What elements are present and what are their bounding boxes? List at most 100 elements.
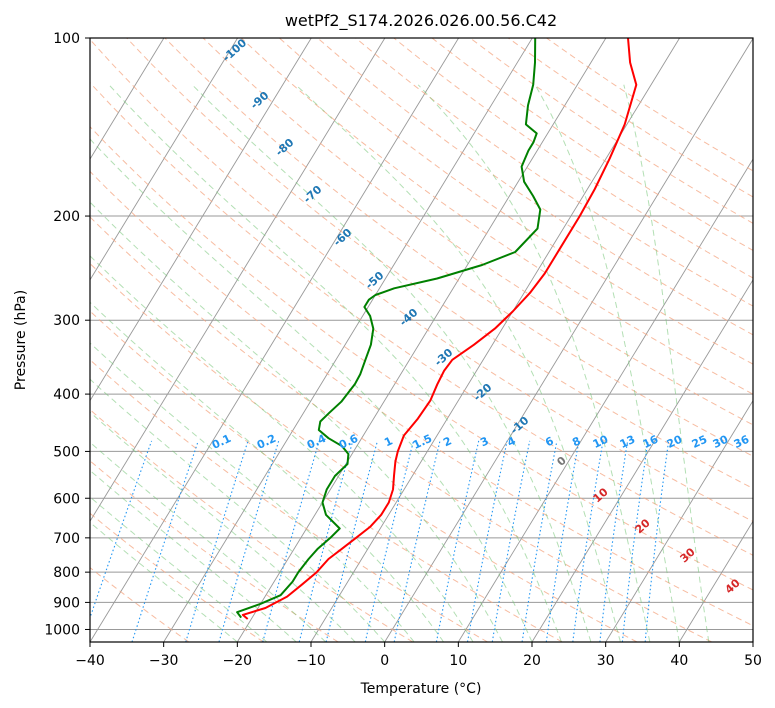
mixing-ratio-label: 0.1: [210, 432, 233, 452]
dry-adiabat-line: [90, 408, 414, 642]
x-tick-label: −20: [223, 653, 253, 669]
mixing-ratio-label: 13: [618, 433, 637, 451]
isotherm-line: [531, 278, 753, 642]
isotherm-line: [90, 38, 238, 281]
dry-adiabat-line: [90, 170, 753, 627]
mixing-ratio-label: 25: [690, 433, 709, 451]
moist-adiabat-line: [90, 301, 444, 642]
mixing-ratio-line: [325, 440, 379, 642]
profile-lines: [236, 38, 638, 620]
y-tick-label: 600: [53, 491, 80, 507]
mixing-ratio-line: [435, 440, 480, 642]
mixing-ratio-label: 10: [591, 433, 611, 451]
mixing-ratio-label: 20: [665, 433, 685, 451]
moist-adiabat-line: [90, 138, 533, 642]
isotherm-line: [236, 38, 607, 642]
y-tick-label: 200: [53, 209, 80, 225]
x-tick-label: 50: [744, 653, 762, 669]
dry-adiabat-label: -100: [220, 36, 249, 64]
dry-adiabat-label: -80: [273, 136, 297, 159]
mixing-ratio-line: [364, 440, 415, 642]
mixing-ratio-line: [466, 440, 508, 642]
dry-adiabat-line: [90, 125, 753, 591]
mixing-ratio-label: 2: [441, 434, 453, 449]
dry-adiabat-line: [240, 38, 753, 395]
mixing-ratio-label: 30: [711, 433, 731, 451]
y-tick-label: 400: [53, 387, 80, 403]
y-tick-label: 1000: [44, 622, 80, 638]
moist-adiabat-label: 40: [723, 576, 743, 596]
x-tick-label: −10: [296, 653, 326, 669]
mixing-ratio-label: 6: [543, 434, 556, 449]
isotherm-line: [90, 38, 165, 160]
dry-adiabat-line: [90, 566, 190, 642]
moist-adiabat-label: 20: [633, 516, 653, 536]
moist-adiabat-line: [90, 378, 386, 642]
y-tick-label: 900: [53, 595, 80, 611]
isotherm-line: [384, 38, 753, 642]
isotherm-line: [605, 399, 753, 642]
moist-adiabat-line: [295, 84, 621, 642]
dry-adiabat-line: [90, 512, 264, 642]
moist-adiabat-line: [108, 84, 562, 642]
dry-adiabat-line: [393, 38, 753, 279]
background-lines: [90, 38, 753, 642]
moist-adiabat-line: [191, 84, 592, 642]
y-tick-label: 800: [53, 565, 80, 581]
dry-adiabat-line: [90, 359, 488, 642]
x-tick-label: 30: [597, 653, 615, 669]
mixing-ratio-line: [599, 440, 629, 642]
dry-adiabat-line: [90, 216, 712, 642]
moist-adiabat-label: 0: [554, 454, 569, 469]
dewpoint-profile-line: [236, 38, 542, 619]
dry-adiabat-line: [202, 38, 753, 426]
temperature-profile-line: [241, 38, 638, 620]
moist-adiabat-line: [90, 441, 327, 642]
dry-adiabat-label: -60: [331, 226, 355, 249]
x-tick-label: 20: [523, 653, 541, 669]
dry-adiabat-line: [279, 38, 753, 365]
isotherm-line: [752, 641, 753, 642]
moist-adiabat-line: [90, 411, 356, 642]
mixing-ratio-line: [644, 440, 670, 642]
dry-adiabat-line: [90, 262, 638, 642]
x-axis-label: Temperature (°C): [360, 681, 482, 697]
x-tick-label: 40: [670, 653, 688, 669]
mixing-ratio-line: [131, 440, 199, 642]
y-tick-label: 300: [53, 313, 80, 329]
dry-adiabat-label: -70: [301, 183, 325, 206]
mixing-ratio-line: [545, 440, 580, 642]
y-axis-label: Pressure (hPa): [13, 290, 29, 390]
x-tick-label: 0: [380, 653, 389, 669]
x-tick-label: −30: [149, 653, 179, 669]
mixing-ratio-label: 0.2: [255, 432, 278, 452]
mixing-ratio-line: [218, 440, 280, 642]
moist-adiabat-line: [534, 84, 680, 642]
moist-adiabat-line: [623, 84, 710, 642]
mixing-ratio-line: [491, 440, 531, 642]
moist-adiabat-line: [90, 496, 268, 642]
x-tick-label: 10: [449, 653, 467, 669]
isotherm-line: [678, 520, 753, 642]
dry-adiabat-label: -40: [397, 306, 421, 329]
mixing-ratio-line: [393, 440, 441, 642]
mixing-ratio-label: 1.5: [411, 432, 434, 452]
mixing-ratio-label: 1: [382, 434, 394, 449]
mixing-ratio-label: 16: [641, 433, 661, 451]
x-axis: −40 −30 −20 −10 0 10 20 30 40 50: [75, 642, 762, 669]
mixing-ratio-line: [621, 440, 649, 642]
moist-adiabat-line: [90, 255, 474, 642]
mixing-ratio-label: 3: [478, 434, 490, 449]
y-tick-label: 700: [53, 531, 80, 547]
dry-adiabat-line: [90, 460, 339, 642]
y-tick-label: 500: [53, 444, 80, 460]
y-tick-label: 100: [53, 31, 80, 47]
moist-adiabat-line: [417, 84, 651, 642]
moist-adiabat-line: [90, 521, 238, 642]
dry-adiabat-line: [90, 81, 753, 556]
mixing-ratio-line: [185, 440, 249, 642]
moist-adiabat-line: [90, 201, 503, 642]
y-axis: 100 200 300 400 500 600 700 800 900 1000: [44, 31, 90, 638]
mixing-ratio-line: [521, 440, 558, 642]
